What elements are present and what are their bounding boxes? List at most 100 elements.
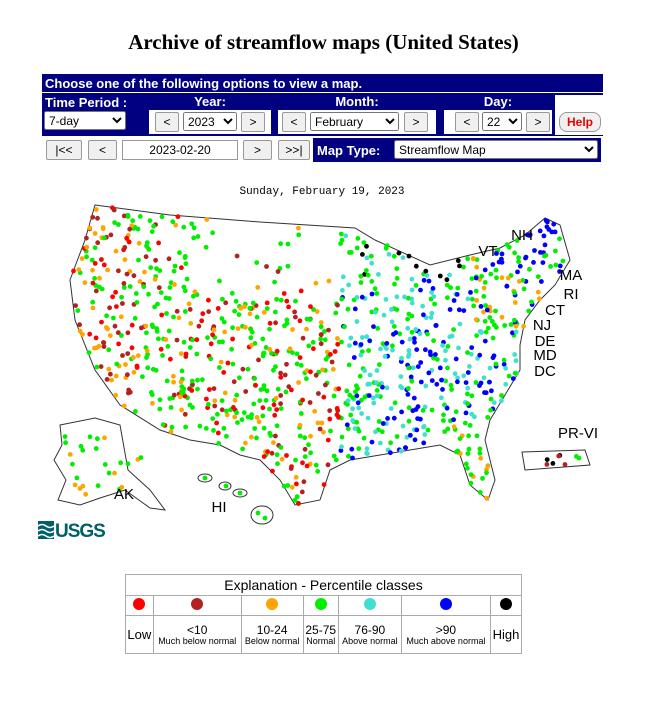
gauge-dot [143, 254, 149, 260]
gauge-dot [447, 307, 453, 312]
gauge-dot [258, 387, 264, 392]
gauge-dot [426, 370, 432, 376]
gauge-dot [274, 348, 280, 354]
gauge-dot [367, 372, 373, 378]
gauge-dot [527, 266, 532, 272]
gauge-dot [130, 218, 136, 224]
month-prev[interactable]: < [282, 112, 306, 132]
gauge-dot [264, 300, 270, 306]
month-select[interactable]: February [310, 112, 399, 131]
gauge-dot [181, 224, 187, 230]
gauge-dot [114, 361, 120, 367]
class-label: Low [127, 627, 152, 642]
day-prev[interactable]: < [455, 112, 479, 132]
gauge-dot [140, 374, 145, 380]
gauge-dot [412, 339, 417, 345]
gauge-dot [339, 339, 344, 345]
gauge-dot [310, 339, 316, 345]
gauge-dot [189, 378, 195, 384]
gauge-dot [467, 364, 472, 369]
gauge-dot [234, 253, 240, 259]
gauge-dot [158, 346, 164, 352]
gauge-dot [538, 250, 543, 255]
gauge-dot [207, 387, 212, 392]
gauge-dot [269, 351, 274, 356]
map-type-select[interactable]: Streamflow Map [394, 140, 598, 159]
gauge-dot [470, 296, 475, 302]
gauge-dot [355, 236, 361, 241]
year-select[interactable]: 2023 [183, 112, 237, 131]
gauge-dot [122, 257, 128, 262]
gauge-dot [374, 393, 380, 399]
gauge-dot [240, 366, 246, 372]
gauge-dot [422, 432, 428, 437]
gauge-dot [350, 395, 356, 401]
gauge-dot [354, 295, 360, 300]
time-period-select[interactable]: 7-day [44, 111, 126, 130]
gauge-dot [279, 456, 285, 462]
gauge-dot [405, 295, 411, 301]
gauge-dot [340, 274, 346, 280]
month-next[interactable]: > [404, 112, 428, 132]
gauge-dot [157, 268, 163, 273]
gauge-dot [275, 461, 280, 467]
gauge-dot [461, 264, 466, 270]
year-prev[interactable]: < [155, 112, 179, 132]
gauge-dot [358, 352, 364, 358]
gauge-dot [250, 300, 256, 306]
last-button[interactable]: >>| [278, 140, 310, 160]
gauge-dot [503, 365, 508, 371]
gauge-dot [67, 452, 73, 457]
gauge-dot [172, 263, 178, 269]
gauge-dot [298, 411, 304, 416]
gauge-dot [469, 276, 475, 281]
gauge-dot [345, 398, 351, 403]
gauge-dot [129, 345, 135, 351]
gauge-dot [267, 406, 272, 412]
gauge-dot [513, 329, 519, 335]
gauge-dot [431, 294, 437, 299]
gauge-dot [243, 324, 248, 330]
swatch-dot [363, 598, 376, 610]
gauge-dot [418, 287, 423, 293]
help-button[interactable]: Help [559, 112, 601, 132]
gauge-dot [90, 305, 96, 311]
prev-button[interactable]: < [88, 140, 117, 160]
gauge-dot [455, 379, 460, 385]
gauge-dot [537, 296, 542, 302]
gauge-dot [449, 387, 454, 392]
page-title: Archive of streamflow maps (United State… [128, 30, 519, 54]
day-select[interactable]: 22 [482, 112, 522, 131]
gauge-dot [304, 463, 310, 469]
day-next[interactable]: > [526, 112, 550, 132]
gauge-dot [482, 280, 488, 285]
gauge-dot [297, 433, 303, 439]
gauge-dot [380, 384, 385, 390]
gauge-dot [445, 344, 451, 349]
gauge-dot [121, 281, 127, 286]
gauge-dot [466, 433, 471, 439]
gauge-dot [560, 258, 566, 264]
legend-class: 25-75 Normal [302, 615, 339, 654]
gauge-dot [125, 372, 130, 378]
gauge-dot [137, 214, 143, 219]
gauge-dot [254, 435, 259, 441]
gauge-dot [87, 331, 93, 337]
year-next[interactable]: > [241, 112, 265, 132]
gauge-dot [179, 368, 185, 374]
gauge-dot [306, 343, 312, 349]
gauge-dot [89, 257, 95, 263]
gauge-dot [221, 370, 227, 375]
next-button[interactable]: > [243, 140, 272, 160]
gauge-dot [461, 373, 467, 379]
gauge-dot [483, 390, 489, 396]
first-button[interactable]: |<< [46, 140, 82, 160]
date-field[interactable]: 2023-02-20 [122, 140, 238, 160]
swatch-dot [439, 598, 452, 610]
gauge-dot [318, 341, 324, 347]
gauge-dot [364, 446, 370, 452]
gauge-dot [304, 376, 309, 382]
gauge-dot [481, 285, 487, 291]
gauge-dot [338, 231, 344, 237]
gauge-dot [72, 482, 78, 488]
